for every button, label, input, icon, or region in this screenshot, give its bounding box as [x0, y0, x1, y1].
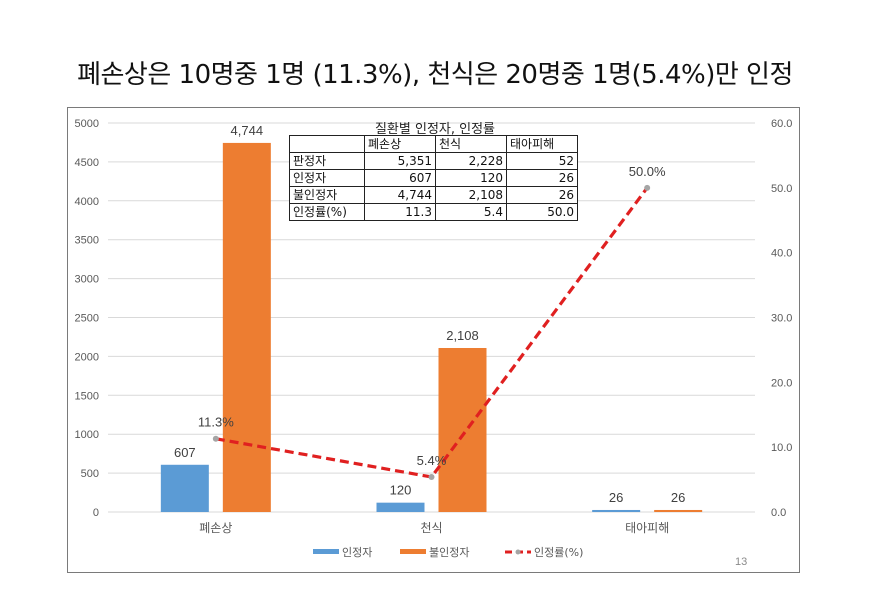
bar-unrecognized [438, 347, 487, 512]
table-row: 인정률(%) 11.3 5.4 50.0 [289, 203, 578, 221]
bar-data-label: 26 [671, 490, 685, 505]
rate-line-path [215, 186, 649, 479]
rate-marker [428, 473, 435, 480]
legend: 인정자 불인정자 인정률(%) [313, 546, 583, 559]
left-axis-tick-label: 500 [81, 468, 99, 480]
table-row-label: 인정자 [289, 169, 365, 187]
right-axis-tick-label: 40.0 [771, 248, 792, 260]
table-row: 불인정자 4,744 2,108 26 [289, 186, 578, 204]
legend-swatch-recognized [313, 549, 339, 554]
table-cell: 2,108 [435, 186, 507, 204]
rate-data-label: 50.0% [629, 164, 666, 179]
right-axis-tick-label: 50.0 [771, 183, 792, 195]
table-cell: 2,228 [435, 152, 507, 170]
category-label: 폐손상 [199, 521, 232, 535]
bars [160, 142, 703, 512]
bar-recognized [376, 502, 425, 512]
category-label: 태아피해 [625, 521, 669, 535]
right-axis-tick-label: 0.0 [771, 507, 786, 519]
bar-data-label: 2,108 [446, 328, 479, 343]
left-axis-tick-label: 5000 [75, 118, 99, 130]
left-axis-tick-label: 3000 [75, 274, 99, 286]
bar-unrecognized [222, 142, 271, 512]
data-table: 폐손상 천식 태아피해 판정자 5,351 2,228 52 인정자 607 1… [289, 135, 578, 221]
table-row-label: 불인정자 [289, 186, 365, 204]
rate-marker [644, 184, 651, 191]
legend-marker-rate [515, 549, 521, 555]
bar-data-label: 26 [609, 490, 623, 505]
bar-data-label: 607 [174, 445, 196, 460]
left-axis-tick-label: 1000 [75, 429, 99, 441]
table-header-cell [289, 135, 365, 153]
right-axis-tick-label: 60.0 [771, 118, 792, 130]
table-cell: 5.4 [435, 203, 507, 221]
left-axis-tick-label: 3500 [75, 235, 99, 247]
legend-label: 불인정자 [429, 546, 469, 559]
table-cell: 4,744 [364, 186, 436, 204]
rate-marker [212, 435, 219, 442]
bar-recognized [592, 509, 641, 512]
table-cell: 120 [435, 169, 507, 187]
left-axis-tick-label: 4500 [75, 157, 99, 169]
table-header-cell: 태아피해 [506, 135, 578, 153]
chart-frame [67, 107, 800, 573]
rate-line: 11.3% 5.4% 50.0% [198, 164, 666, 480]
left-axis-tick-label: 2000 [75, 351, 99, 363]
right-axis-ticks: 0.0 10.0 20.0 30.0 40.0 50.0 60.0 [771, 118, 792, 519]
table-header-cell: 폐손상 [364, 135, 436, 153]
page-number: 13 [735, 556, 748, 568]
right-axis-tick-label: 10.0 [771, 442, 792, 454]
rate-data-label: 5.4% [417, 453, 447, 468]
table-row: 판정자 5,351 2,228 52 [289, 152, 578, 170]
bar-data-label: 120 [390, 483, 412, 498]
bar-unrecognized [654, 509, 703, 512]
rate-data-label: 11.3% [198, 415, 234, 430]
table-cell: 5,351 [364, 152, 436, 170]
table-title: 질환별 인정자, 인정률 [374, 122, 496, 137]
left-axis-tick-label: 2500 [75, 313, 99, 325]
category-labels: 폐손상 천식 태아피해 [199, 520, 669, 535]
table-cell: 50.0 [506, 203, 578, 221]
table-header-cell: 천식 [435, 135, 507, 153]
bar-data-label: 4,744 [231, 123, 264, 138]
table-row-label: 인정률(%) [289, 203, 365, 221]
category-label: 천식 [420, 520, 442, 535]
legend-label: 인정률(%) [534, 546, 583, 559]
bar-recognized [160, 464, 209, 512]
table-cell: 52 [506, 152, 578, 170]
left-axis-tick-label: 1500 [75, 390, 99, 402]
slide-title: 폐손상은 10명중 1명 (11.3%), 천식은 20명중 1명(5.4%)만… [77, 60, 793, 90]
table-row-label: 판정자 [289, 152, 365, 170]
table-cell: 11.3 [364, 203, 436, 221]
table-cell: 26 [506, 186, 578, 204]
right-axis-tick-label: 20.0 [771, 377, 792, 389]
left-axis-tick-label: 0 [93, 507, 99, 519]
left-axis-ticks: 0 500 1000 1500 2000 2500 3000 3500 4000 4500 5000 [75, 118, 99, 519]
legend-swatch-unrecognized [400, 549, 426, 554]
right-axis-tick-label: 30.0 [771, 313, 792, 325]
table-header-row: 폐손상 천식 태아피해 [289, 135, 578, 153]
table-cell: 607 [364, 169, 436, 187]
table-cell: 26 [506, 169, 578, 187]
left-axis-tick-label: 4000 [75, 196, 99, 208]
table-row: 인정자 607 120 26 [289, 169, 578, 187]
legend-label: 인정자 [342, 546, 372, 559]
